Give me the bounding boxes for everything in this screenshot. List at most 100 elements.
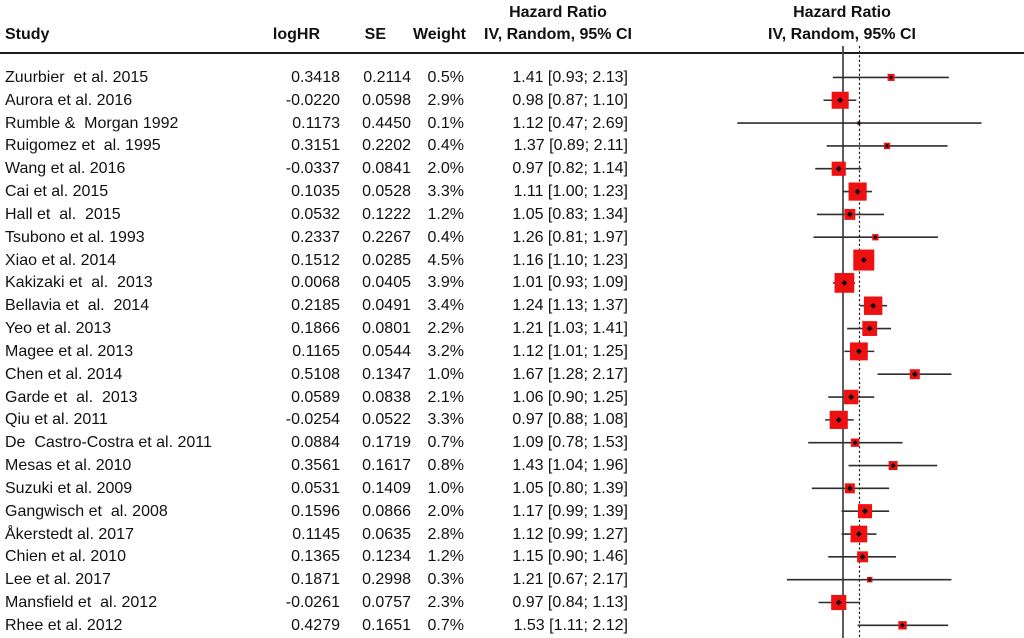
loghr-value: 0.1365 [291,548,340,566]
study-name: Magee et al. 2013 [5,342,134,360]
header-iv-random-ci-plot-col: IV, Random, 95% CI [768,26,916,43]
weight-value: 3.9% [427,274,464,292]
table-row: Tsubono et al. 1993 0.2337 0.2267 0.4% 1… [0,226,680,249]
header-separator-rule [0,52,1024,54]
header-hazard-ratio-text-col: Hazard Ratio [509,4,607,21]
study-name: Cai et al. 2015 [5,183,109,201]
ci-text: 1.12 [0.47; 2.69] [512,114,628,132]
table-row: Ruigomez et al. 1995 0.3151 0.2202 0.4% … [0,134,680,157]
se-value: 0.0841 [362,160,411,178]
loghr-value: -0.0220 [285,91,340,109]
weight-value: 1.0% [427,479,464,497]
se-value: 0.0405 [362,274,411,292]
ci-text: 1.05 [0.80; 1.39] [512,479,628,497]
loghr-value: 0.1512 [291,251,340,269]
study-name: De Castro-Costra et al. 2011 [5,434,212,452]
weight-value: 2.0% [427,502,464,520]
loghr-value: 0.3418 [291,69,340,86]
point-estimate-marker [911,371,918,378]
point-estimate-marker [846,211,853,218]
loghr-value: 0.3561 [291,457,340,475]
se-value: 0.2998 [362,571,411,589]
ci-text: 1.11 [1.00; 1.23] [513,183,628,201]
weight-value: 2.9% [427,91,464,109]
se-value: 0.1617 [362,457,411,475]
table-row: Zuurbier et al. 2015 0.3418 0.2114 0.5% … [0,66,680,89]
weight-value: 2.8% [427,525,464,543]
weight-value: 2.0% [427,160,464,178]
se-value: 0.2202 [362,137,411,155]
weight-value: 0.5% [427,69,464,86]
loghr-value: 0.1165 [292,342,340,360]
table-row: Wang et al. 2016 -0.0337 0.0841 2.0% 0.9… [0,157,680,180]
weight-value: 0.8% [427,457,464,475]
se-value: 0.4450 [362,114,411,132]
weight-value: 3.4% [427,297,464,315]
point-estimate-marker [846,485,853,492]
se-value: 0.0838 [362,388,411,406]
se-value: 0.1234 [362,548,411,566]
ci-text: 1.37 [0.89; 2.11] [513,137,628,155]
ci-text: 0.97 [0.82; 1.14] [512,160,628,178]
study-name: Rumble & Morgan 1992 [5,114,179,132]
weight-value: 0.4% [427,228,464,246]
loghr-value: 0.0589 [291,388,340,406]
loghr-value: 0.0532 [291,205,340,223]
header-study: Study [5,26,50,43]
point-estimate-marker [855,348,862,355]
study-name: Åkerstedt al. 2017 [5,525,134,543]
study-name: Rhee et al. 2012 [5,616,123,634]
ci-text: 0.97 [0.84; 1.13] [512,594,628,612]
table-row: Hall et al. 2015 0.0532 0.1222 1.2% 1.05… [0,203,680,226]
point-estimate-marker [835,165,842,172]
weight-value: 0.7% [427,616,464,634]
point-estimate-marker [835,599,842,606]
header-loghr: logHR [272,26,320,43]
point-estimate-marker [867,577,872,582]
weight-value: 1.0% [427,365,464,383]
ci-text: 0.97 [0.88; 1.08] [512,411,628,429]
weight-value: 1.2% [427,548,464,566]
point-estimate-marker [852,440,858,446]
point-estimate-marker [873,235,878,240]
ci-text: 1.26 [0.81; 1.97] [512,228,628,246]
table-row: Chien et al. 2010 0.1365 0.1234 1.2% 1.1… [0,545,680,568]
study-name: Mesas et al. 2010 [5,457,132,475]
table-row: Mansfield et al. 2012 -0.0261 0.0757 2.3… [0,591,680,614]
point-estimate-marker [861,508,868,515]
table-row: Garde et al. 2013 0.0589 0.0838 2.1% 1.0… [0,386,680,409]
loghr-value: 0.0068 [291,274,340,292]
loghr-value: 0.2185 [291,297,340,315]
table-row: Xiao et al. 2014 0.1512 0.0285 4.5% 1.16… [0,249,680,272]
point-estimate-marker [855,531,862,538]
ci-text: 1.16 [1.10; 1.23] [512,251,628,269]
se-value: 0.0522 [362,411,411,429]
table-row: Rhee et al. 2012 0.4279 0.1651 0.7% 1.53… [0,614,680,637]
point-estimate-marker [848,394,855,401]
weight-value: 0.3% [427,571,464,589]
loghr-value: 0.1596 [291,502,340,520]
se-value: 0.0285 [362,251,411,269]
se-value: 0.1222 [362,205,411,223]
loghr-value: 0.3151 [291,137,340,155]
study-name: Hall et al. 2015 [5,205,121,223]
weight-value: 3.2% [427,342,464,360]
table-row: Aurora et al. 2016 -0.0220 0.0598 2.9% 0… [0,89,680,112]
loghr-value: -0.0337 [285,160,340,178]
point-estimate-marker [900,622,906,628]
study-name: Bellavia et al. 2014 [5,297,150,315]
se-value: 0.1347 [362,365,411,383]
table-row: Gangwisch et al. 2008 0.1596 0.0866 2.0%… [0,500,680,523]
se-value: 0.0801 [362,320,411,338]
ci-text: 0.98 [0.87; 1.10] [512,91,628,109]
point-estimate-marker [884,143,890,149]
loghr-value: 0.0884 [291,434,340,452]
se-value: 0.2114 [363,69,411,86]
weight-value: 4.5% [427,251,464,269]
study-name: Garde et al. 2013 [5,388,138,406]
se-value: 0.0491 [362,297,411,315]
header-hazard-ratio-plot-col: Hazard Ratio [793,4,891,21]
se-value: 0.1409 [362,479,411,497]
